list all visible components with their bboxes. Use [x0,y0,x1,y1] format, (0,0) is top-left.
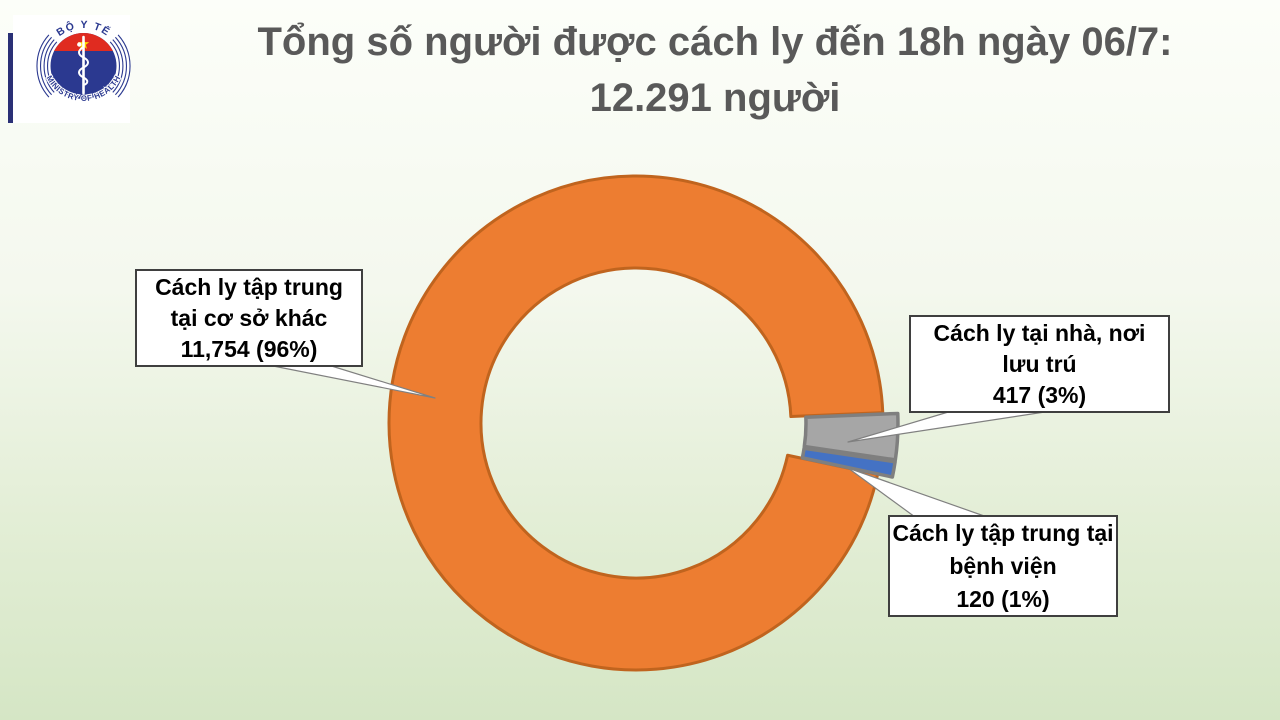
donut-slice-other_facilities [387,174,885,672]
callout-pointers [262,363,1059,518]
slide-title-line1: Tổng số người được cách ly đến 18h ngày … [257,20,1173,64]
callout-box-home-residence: Cách ly tại nhà, nơi lưu trú 417 (3%) [909,315,1170,413]
donut-slices [387,174,900,672]
left-edge-strip [8,33,13,123]
rod-of-asclepius-icon [77,35,89,95]
callout-box-hospital: Cách ly tập trung tại bệnh viện 120 (1%) [888,515,1118,617]
laurel-arcs-icon [36,34,131,98]
callout-label: Cách ly tập trung [155,273,343,300]
callout-label: bệnh viện [949,552,1057,579]
moh-logo: BỘ Y TẾ MINISTRY OF HEALTH [13,15,131,123]
slide-title-line2: 12.291 người [589,76,841,120]
callout-box-other-facilities: Cách ly tập trung tại cơ sở khác 11,754 … [135,269,363,367]
callout-label: Cách ly tập trung tại [892,519,1114,546]
callout-value: 120 (1%) [956,585,1050,612]
callout-label: Cách ly tại nhà, nơi [933,319,1146,346]
callout-label: lưu trú [1002,350,1077,377]
donut-slice-hospital [800,446,897,479]
callout-label: tại cơ sở khác [170,304,328,331]
slide-title: Tổng số người được cách ly đến 18h ngày … [155,14,1275,126]
callout-value: 11,754 (96%) [180,335,318,362]
callout-value: 417 (3%) [992,381,1087,408]
